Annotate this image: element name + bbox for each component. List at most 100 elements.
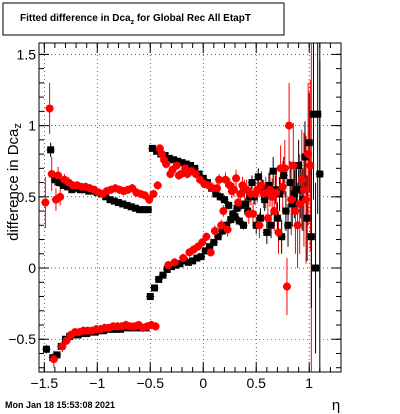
- y-axis-title: difference in Dcaz: [5, 123, 24, 241]
- square-marker: [256, 214, 264, 222]
- square-marker: [47, 146, 55, 154]
- circle-marker: [151, 322, 160, 331]
- square-marker: [178, 159, 186, 167]
- circle-marker: [217, 221, 226, 230]
- square-marker: [235, 217, 243, 225]
- square-marker: [148, 144, 156, 152]
- square-marker: [64, 183, 72, 191]
- circle-marker: [278, 182, 287, 191]
- circle-marker: [213, 184, 222, 193]
- square-marker: [314, 110, 322, 118]
- title-box: Fitted difference in Dcaz for Global Rec…: [2, 2, 285, 36]
- square-marker: [146, 293, 154, 301]
- y-tick-label: 1.5: [17, 46, 37, 62]
- square-marker: [286, 179, 294, 187]
- circle-marker: [145, 195, 154, 204]
- circle-marker: [291, 207, 300, 216]
- square-marker: [265, 181, 273, 189]
- x-tick-label: 1: [305, 375, 313, 391]
- circle-marker: [49, 355, 58, 364]
- circle-marker: [263, 214, 272, 223]
- square-marker: [316, 170, 324, 178]
- square-marker: [170, 156, 178, 164]
- x-tick-label: −1.5: [30, 375, 58, 391]
- circle-marker: [202, 232, 211, 241]
- circle-marker: [58, 342, 67, 351]
- square-marker: [269, 167, 277, 175]
- square-marker: [278, 233, 286, 241]
- square-marker: [59, 181, 67, 189]
- square-marker: [127, 203, 135, 211]
- circle-marker: [255, 221, 264, 230]
- square-marker: [267, 221, 275, 229]
- square-marker: [144, 206, 152, 214]
- square-marker: [295, 161, 303, 169]
- square-marker: [280, 171, 288, 179]
- circle-marker: [280, 164, 289, 173]
- circle-marker: [206, 248, 215, 257]
- square-marker: [307, 233, 315, 241]
- square-marker: [227, 216, 235, 224]
- x-tick-label: 0.5: [246, 375, 266, 391]
- circle-marker: [302, 195, 311, 204]
- square-marker: [165, 154, 173, 162]
- square-marker: [237, 201, 245, 209]
- circle-marker: [289, 161, 298, 170]
- circle-marker: [306, 161, 315, 170]
- circle-marker: [270, 207, 279, 216]
- circle-marker: [249, 209, 258, 218]
- square-marker: [140, 206, 148, 214]
- plot-frame: [38, 42, 342, 373]
- square-marker: [218, 227, 226, 235]
- square-marker: [288, 200, 296, 208]
- square-marker: [163, 265, 171, 273]
- square-marker: [55, 179, 63, 187]
- circle-marker: [179, 254, 188, 263]
- square-marker: [68, 186, 76, 194]
- circle-marker: [47, 170, 56, 179]
- square-marker: [233, 204, 241, 212]
- circle-marker: [153, 181, 162, 190]
- square-marker: [187, 161, 195, 169]
- error-bars: [41, 43, 324, 368]
- square-marker: [106, 196, 114, 204]
- square-marker: [189, 257, 197, 265]
- square-marker: [242, 200, 250, 208]
- circle-marker: [56, 192, 65, 201]
- y-tick-label: 1: [28, 118, 36, 134]
- square-marker: [193, 254, 201, 262]
- square-marker: [273, 214, 281, 222]
- square-marker: [303, 214, 311, 222]
- square-marker: [231, 213, 239, 221]
- square-marker: [216, 193, 224, 201]
- square-marker: [292, 186, 300, 194]
- square-marker: [110, 197, 118, 205]
- square-marker: [284, 221, 292, 229]
- square-marker: [301, 153, 309, 161]
- circle-marker: [176, 170, 185, 179]
- circle-marker: [285, 121, 294, 130]
- square-marker: [131, 204, 139, 212]
- square-marker: [210, 238, 218, 246]
- x-tick-label: 0: [199, 375, 207, 391]
- square-marker: [263, 228, 271, 236]
- square-marker: [240, 221, 248, 229]
- circle-marker: [54, 171, 63, 180]
- square-marker: [114, 199, 122, 207]
- square-marker: [119, 200, 127, 208]
- x-tick-labels: −1.5 −1 −0.5 0 0.5 1: [30, 375, 313, 391]
- square-marker: [212, 190, 220, 198]
- y-tick-label: 0: [28, 260, 36, 276]
- square-marker: [197, 253, 205, 261]
- square-marker: [261, 196, 269, 204]
- square-marker: [259, 186, 267, 194]
- y-tick-label: −0.5: [8, 331, 36, 347]
- square-marker: [201, 247, 209, 255]
- square-marker: [254, 173, 262, 181]
- square-marker: [248, 179, 256, 187]
- square-marker: [136, 206, 144, 214]
- square-marker: [225, 201, 233, 209]
- square-marker: [312, 264, 320, 272]
- axis-ticks: [39, 43, 341, 372]
